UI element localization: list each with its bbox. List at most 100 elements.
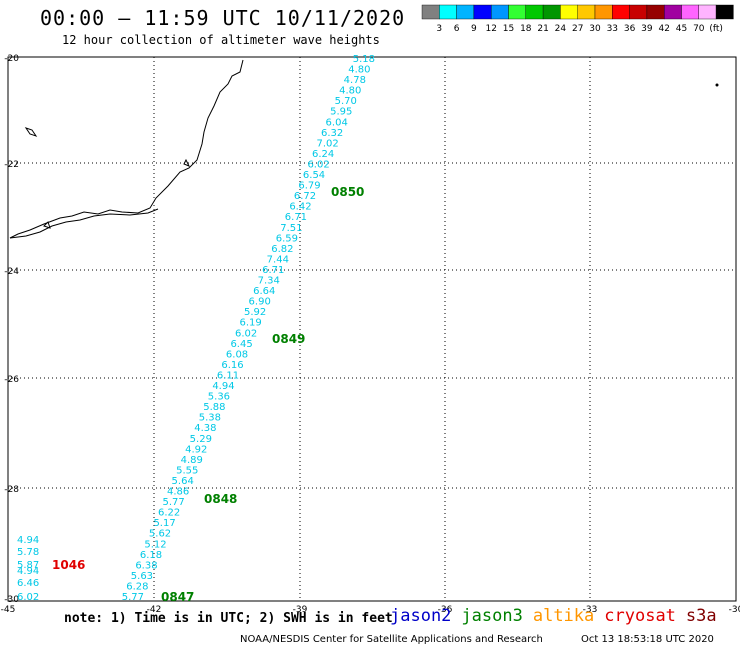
legend-label: 9 xyxy=(471,24,477,34)
wave-height-value: 6.64 xyxy=(253,286,275,297)
wave-height-value: 7.44 xyxy=(267,254,289,265)
lon-label: -42 xyxy=(147,605,162,615)
wave-height-value: 4.94 xyxy=(17,566,39,577)
wave-height-value: 4.38 xyxy=(194,423,216,434)
satellite-name: jason3 xyxy=(461,606,523,626)
satellite-name: jason2 xyxy=(390,606,452,626)
wave-height-value: 6.59 xyxy=(276,233,298,244)
wave-height-value: 5.78 xyxy=(17,547,39,558)
satellite-name: cryosat xyxy=(604,606,676,626)
legend-label: 6 xyxy=(454,24,460,34)
wave-height-value: 5.88 xyxy=(203,402,225,413)
island-marker xyxy=(715,83,719,87)
wave-height-value: 4.92 xyxy=(185,444,207,455)
wave-height-value: 6.46 xyxy=(17,578,39,589)
wave-height-value: 6.22 xyxy=(158,508,180,519)
pass-time-label: 0850 xyxy=(331,185,364,199)
lat-label: -26 xyxy=(4,375,19,385)
legend-label: 15 xyxy=(503,24,514,34)
wave-height-value: 5.70 xyxy=(335,96,357,107)
wave-height-value: 5.12 xyxy=(144,539,166,550)
wave-height-value: 6.18 xyxy=(140,550,162,561)
wave-height-value: 6.82 xyxy=(271,244,293,255)
pass-time-label: 1046 xyxy=(52,558,85,572)
wave-height-value: 5.95 xyxy=(330,107,352,118)
generated-timestamp: Oct 13 18:53:18 UTC 2020 xyxy=(581,634,714,645)
lat-label: -28 xyxy=(4,485,19,495)
legend-label: 70 xyxy=(693,24,705,34)
legend-label: 36 xyxy=(624,24,636,34)
wave-height-value: 5.77 xyxy=(122,592,144,603)
wave-height-value: 6.71 xyxy=(262,265,284,276)
wave-height-value: 6.02 xyxy=(17,592,39,603)
lat-label: -20 xyxy=(4,54,19,64)
wave-height-value: 5.92 xyxy=(244,307,266,318)
wave-height-value: 5.62 xyxy=(149,529,171,540)
wave-height-value: 5.38 xyxy=(199,413,221,424)
lon-label: -45 xyxy=(1,605,16,615)
wave-height-value: 7.02 xyxy=(316,138,338,149)
legend-label: 30 xyxy=(589,24,601,34)
wave-height-value: 6.42 xyxy=(289,202,311,213)
wave-height-value: 5.77 xyxy=(162,497,184,508)
wave-height-value: 6.45 xyxy=(230,339,252,350)
jason3-track: 5.184.804.784.805.705.956.046.327.026.24… xyxy=(122,54,375,603)
wave-height-value: 6.32 xyxy=(321,128,343,139)
pass-time-label: 0848 xyxy=(204,492,237,506)
legend-label: 33 xyxy=(607,24,618,34)
wave-height-value: 4.94 xyxy=(17,535,39,546)
pass-time-labels: 0850 0849 0848 0847 1046 xyxy=(52,185,364,604)
wave-height-value: 6.72 xyxy=(294,191,316,202)
lat-lon-grid: -20-22-24-26-28-30-45-42-39-36-33-30 xyxy=(1,54,740,615)
wave-height-value: 6.28 xyxy=(126,581,148,592)
legend-label: 21 xyxy=(537,24,548,34)
color-legend: 3 6 9 12 15 18 21 24 27 30 33 36 39 42 45 70 (ft) xyxy=(421,4,734,34)
wave-height-value: 6.04 xyxy=(326,117,348,128)
wave-height-value: 6.90 xyxy=(249,297,271,308)
legend-label: 3 xyxy=(436,24,442,34)
wave-height-value: 6.19 xyxy=(239,318,261,329)
wave-height-value: 4.89 xyxy=(181,455,203,466)
legend-swatch xyxy=(715,4,734,20)
wave-height-value: 7.51 xyxy=(280,223,302,234)
wave-height-value: 7.34 xyxy=(258,276,280,287)
wave-height-value: 6.11 xyxy=(217,370,239,381)
wave-height-value: 6.24 xyxy=(312,149,334,160)
chart-subtitle: 12 hour collection of altimeter wave hei… xyxy=(62,33,380,47)
satellite-legend: jason2 jason3 altika cryosat s3a xyxy=(390,606,727,626)
wave-height-value: 5.55 xyxy=(176,465,198,476)
legend-label: 18 xyxy=(520,24,532,34)
legend-label: 45 xyxy=(676,24,687,34)
lat-label: -22 xyxy=(4,160,19,170)
legend-label: 42 xyxy=(658,24,669,34)
wave-height-value: 5.29 xyxy=(190,434,212,445)
wave-height-value: 6.02 xyxy=(235,328,257,339)
wave-height-value: 5.18 xyxy=(353,54,375,65)
legend-label: 39 xyxy=(641,24,653,34)
map-frame xyxy=(7,56,737,602)
wave-height-value: 6.79 xyxy=(298,181,320,192)
cryosat-track: 4.945.785.874.946.466.02 xyxy=(17,535,39,603)
credit-line: NOAA/NESDIS Center for Satellite Applica… xyxy=(240,634,543,645)
wave-height-value: 6.02 xyxy=(307,159,329,170)
wave-height-value: 5.36 xyxy=(208,392,230,403)
wave-height-value: 6.16 xyxy=(221,360,243,371)
wave-height-value: 4.94 xyxy=(212,381,234,392)
pass-time-label: 0849 xyxy=(272,332,305,346)
lon-label: -36 xyxy=(438,605,453,615)
wave-height-value: 4.80 xyxy=(339,86,361,97)
lon-label: -33 xyxy=(583,605,598,615)
coastline xyxy=(9,59,244,239)
lon-label: -39 xyxy=(293,605,308,615)
chart-title: 00:00 – 11:59 UTC 10/11/2020 xyxy=(40,6,406,30)
lat-label: -30 xyxy=(4,595,19,605)
pass-time-label: 0847 xyxy=(161,590,194,604)
wave-height-value: 5.87 xyxy=(17,560,39,571)
legend-label: (ft) xyxy=(709,24,723,34)
wave-height-value: 6.54 xyxy=(303,170,325,181)
satellite-name: altika xyxy=(532,606,595,626)
wave-height-value: 5.17 xyxy=(153,518,175,529)
wave-height-value: 6.08 xyxy=(226,349,248,360)
wave-height-value: 4.86 xyxy=(167,487,189,498)
